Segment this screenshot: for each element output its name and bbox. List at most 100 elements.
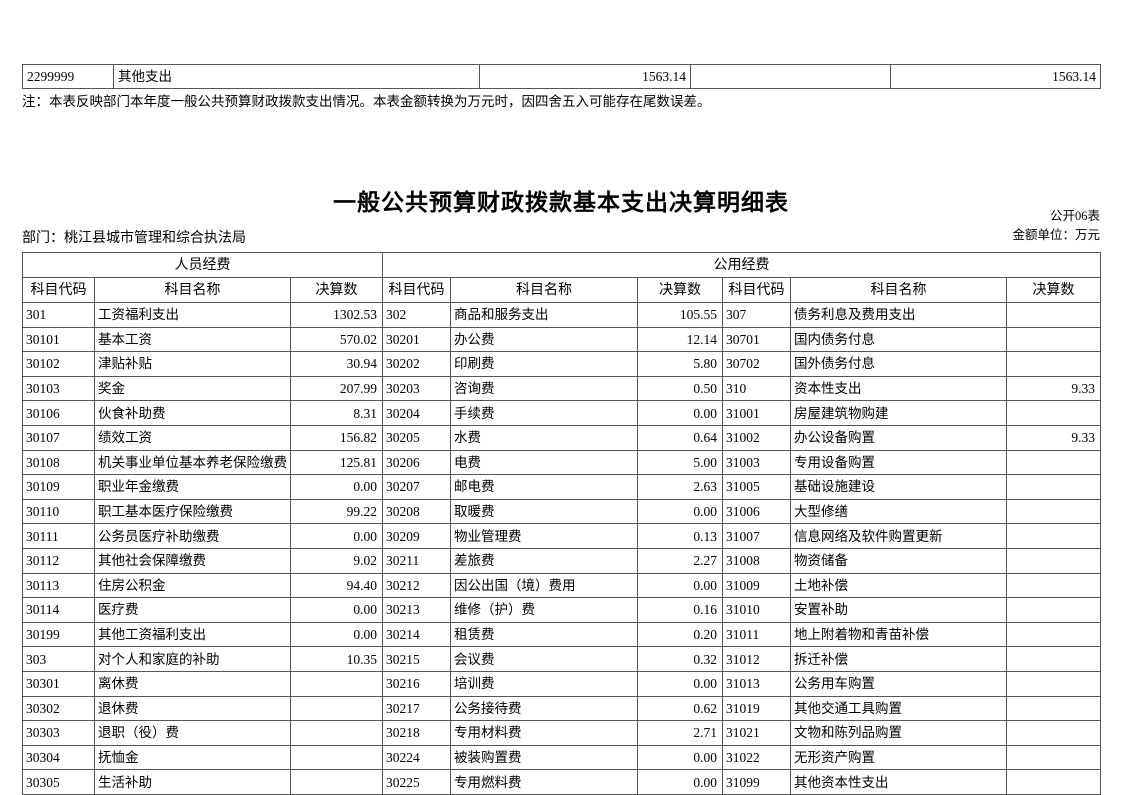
cell-value-3 [1006,597,1101,623]
cell-code-1: 30304 [22,744,95,771]
col-header-name-3: 科目名称 [790,277,1007,303]
cell-code-3: 30702 [722,351,791,377]
cell-name-1: 工资福利支出 [94,302,291,328]
cell-name-1: 伙食补助费 [94,400,291,426]
cell-value-1: 0.00 [290,474,383,500]
cell-code-3: 31099 [722,769,791,795]
table-row: 30302 退休费 30217 公务接待费 0.62 31019 其他交通工具购置 [22,695,1101,722]
cell-code-1: 301 [22,302,95,328]
cell-code-2: 30202 [382,351,451,377]
cell-code-3: 31007 [722,523,791,549]
cell-value-1: 0.00 [290,621,383,648]
cell-code-1: 30113 [22,572,95,599]
cell-name-1: 职工基本医疗保险缴费 [94,498,291,525]
cell-code-1: 30302 [22,695,95,722]
cell-value-3 [1006,474,1101,500]
cell-code-2: 30212 [382,572,451,599]
cell-name-2: 物业管理费 [450,523,638,549]
cell-value-1: 9.02 [290,547,383,574]
basic-expenditure-detail-table: 人员经费 公用经费 科目代码 科目名称 决算数 科目代码 科目名称 决算数 科目… [22,252,1101,795]
cell-name-1: 绩效工资 [94,424,291,451]
cell-code-3: 31022 [722,744,791,771]
table-row: 30301 离休费 30216 培训费 0.00 31013 公务用车购置 [22,670,1101,697]
cell-value-2: 5.00 [637,449,723,476]
cell-value-1: 207.99 [290,375,383,402]
cell-name-2: 差旅费 [450,547,638,574]
table-row: 30102 津贴补贴 30.94 30202 印刷费 5.80 30702 国外债务付息 [22,351,1101,377]
cell-value-1 [290,695,383,722]
cell-name-2: 公务接待费 [450,695,638,722]
cell-name-3: 信息网络及软件购置更新 [790,523,1007,549]
cell-code-1: 30109 [22,474,95,500]
cell-value-3 [1006,302,1101,328]
cell-code-2: 30225 [382,769,451,795]
cell-value-3: 9.33 [1006,424,1101,451]
table-row: 303 对个人和家庭的补助 10.35 30215 会议费 0.32 31012 拆迁补偿 [22,646,1101,672]
cell-name-1: 基本工资 [94,326,291,353]
cell-code-3: 31006 [722,498,791,525]
table-row: 301 工资福利支出 1302.53 302 商品和服务支出 105.55 307 债务利息及… [22,302,1101,328]
table-row: 30106 伙食补助费 8.31 30204 手续费 0.00 31001 房屋建筑物购建 [22,400,1101,426]
page-title: 一般公共预算财政拨款基本支出决算明细表 [333,190,789,215]
cell-name-2: 因公出国（境）费用 [450,572,638,599]
cell-code-2: 30213 [382,597,451,623]
cell-name-3: 公务用车购置 [790,670,1007,697]
cell-value-3 [1006,523,1101,549]
cell-name-3: 房屋建筑物购建 [790,400,1007,426]
col-header-code-3: 科目代码 [722,277,791,303]
cell-code-1: 30107 [22,424,95,451]
col-header-value-2: 决算数 [637,277,723,303]
cell-name-2: 维修（护）费 [450,597,638,623]
cell-value-2: 0.20 [637,621,723,648]
cell-value-2: 0.00 [637,400,723,426]
cell-value-2: 0.64 [637,424,723,451]
cell-value-3 [1006,326,1101,353]
cell-value-1: 125.81 [290,449,383,476]
cell-code-2: 30211 [382,547,451,574]
col-header-code-1: 科目代码 [22,277,95,303]
table-row: 2299999 其他支出 1563.14 1563.14 [22,64,1101,89]
cell-value-2: 0.50 [637,375,723,402]
cell-code-3: 31008 [722,547,791,574]
cell-value-2: 0.00 [637,498,723,525]
cell-value-3 [1006,744,1101,771]
cont-row-value-1: 1563.14 [479,64,691,89]
group-header-public: 公用经费 [382,252,1101,278]
cell-name-3: 地上附着物和青苗补偿 [790,621,1007,648]
cell-code-1: 30301 [22,670,95,697]
cell-name-3: 资本性支出 [790,375,1007,402]
table-row: 30199 其他工资福利支出 0.00 30214 租赁费 0.20 31011 地上附着物和… [22,621,1101,648]
cell-value-2: 0.62 [637,695,723,722]
cell-name-2: 会议费 [450,646,638,672]
cell-code-1: 30110 [22,498,95,525]
cell-code-2: 30217 [382,695,451,722]
table-row: 30107 绩效工资 156.82 30205 水费 0.64 31002 办公设备购置 9.3… [22,424,1101,451]
table-body: 301 工资福利支出 1302.53 302 商品和服务支出 105.55 307 债务利息及… [22,302,1101,795]
table-row: 30114 医疗费 0.00 30213 维修（护）费 0.16 31010 安置补助 [22,597,1101,623]
cell-value-1: 94.40 [290,572,383,599]
cell-value-1 [290,720,383,746]
table-row: 30304 抚恤金 30224 被装购置费 0.00 31022 无形资产购置 [22,744,1101,771]
cell-value-2: 0.00 [637,744,723,771]
cell-value-2: 2.27 [637,547,723,574]
cell-name-1: 奖金 [94,375,291,402]
cell-value-3 [1006,449,1101,476]
cell-code-1: 30106 [22,400,95,426]
table-row: 30101 基本工资 570.02 30201 办公费 12.14 30701 国内债务付息 [22,326,1101,353]
cell-name-1: 职业年金缴费 [94,474,291,500]
cell-name-3: 专用设备购置 [790,449,1007,476]
cell-code-2: 30206 [382,449,451,476]
cell-name-1: 住房公积金 [94,572,291,599]
cell-name-3: 无形资产购置 [790,744,1007,771]
cell-name-1: 生活补助 [94,769,291,795]
cont-row-code: 2299999 [22,64,114,89]
cell-name-3: 债务利息及费用支出 [790,302,1007,328]
col-header-code-2: 科目代码 [382,277,451,303]
cell-code-2: 30214 [382,621,451,648]
cell-code-1: 30101 [22,326,95,353]
cell-code-2: 30201 [382,326,451,353]
cell-code-3: 31009 [722,572,791,599]
cell-code-1: 30303 [22,720,95,746]
cell-value-3 [1006,720,1101,746]
cell-name-3: 其他资本性支出 [790,769,1007,795]
